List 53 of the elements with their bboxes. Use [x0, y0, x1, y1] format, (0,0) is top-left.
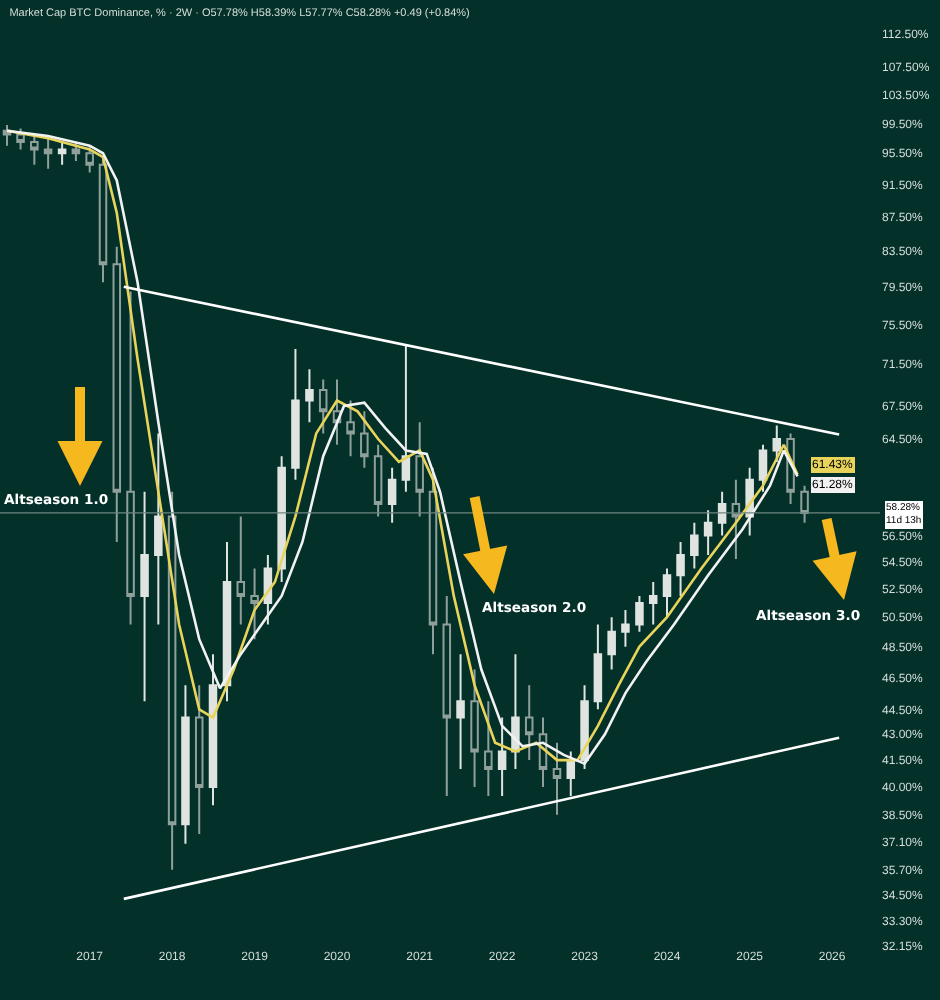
candlestick — [607, 616, 616, 671]
candlestick — [676, 540, 685, 597]
candlestick — [277, 455, 286, 584]
candlestick — [635, 594, 644, 633]
candlestick — [621, 609, 630, 648]
candlestick — [291, 347, 300, 481]
candlestick — [222, 540, 232, 703]
candlestick — [154, 432, 163, 626]
candlestick — [208, 653, 218, 807]
candlestick — [346, 399, 355, 458]
candlestick — [717, 490, 727, 537]
candlestick — [401, 342, 411, 493]
candlestick — [580, 684, 589, 770]
candlestick — [140, 490, 149, 703]
candlestick — [456, 653, 465, 770]
candlestick — [772, 424, 782, 463]
candlestick — [703, 509, 713, 557]
candlestick — [470, 668, 479, 788]
candlestick — [43, 137, 53, 170]
candlestick — [690, 521, 699, 570]
candlestick — [800, 484, 809, 524]
candlestick — [566, 750, 576, 798]
candlestick — [497, 716, 507, 798]
candlestick — [318, 378, 328, 435]
candlestick — [112, 245, 122, 543]
candlestick — [758, 443, 768, 493]
candlestick — [662, 567, 672, 619]
candlestick — [484, 700, 493, 798]
candlestick — [305, 368, 314, 424]
candlestick — [250, 567, 259, 641]
candlestick — [16, 127, 25, 151]
candlestick — [593, 623, 603, 711]
candlestick — [360, 410, 369, 469]
candlestick — [126, 290, 135, 626]
candlestick — [71, 140, 81, 162]
candlestick — [236, 515, 246, 626]
candlestick — [57, 140, 67, 166]
candlestick — [524, 684, 534, 762]
candlestick — [373, 443, 383, 518]
candlestick — [442, 594, 452, 798]
candlestick — [181, 684, 190, 845]
candlestick — [98, 156, 108, 284]
candlestick — [415, 421, 424, 518]
candlestick — [387, 466, 397, 524]
candlestick — [552, 741, 562, 816]
candlestick — [194, 684, 204, 835]
candlestick — [263, 554, 273, 626]
candlestick — [30, 133, 39, 166]
candlestick — [85, 144, 94, 174]
candlestick — [731, 478, 741, 561]
candlestick — [648, 581, 658, 626]
candlestick — [428, 466, 438, 656]
candlestick — [511, 653, 520, 770]
